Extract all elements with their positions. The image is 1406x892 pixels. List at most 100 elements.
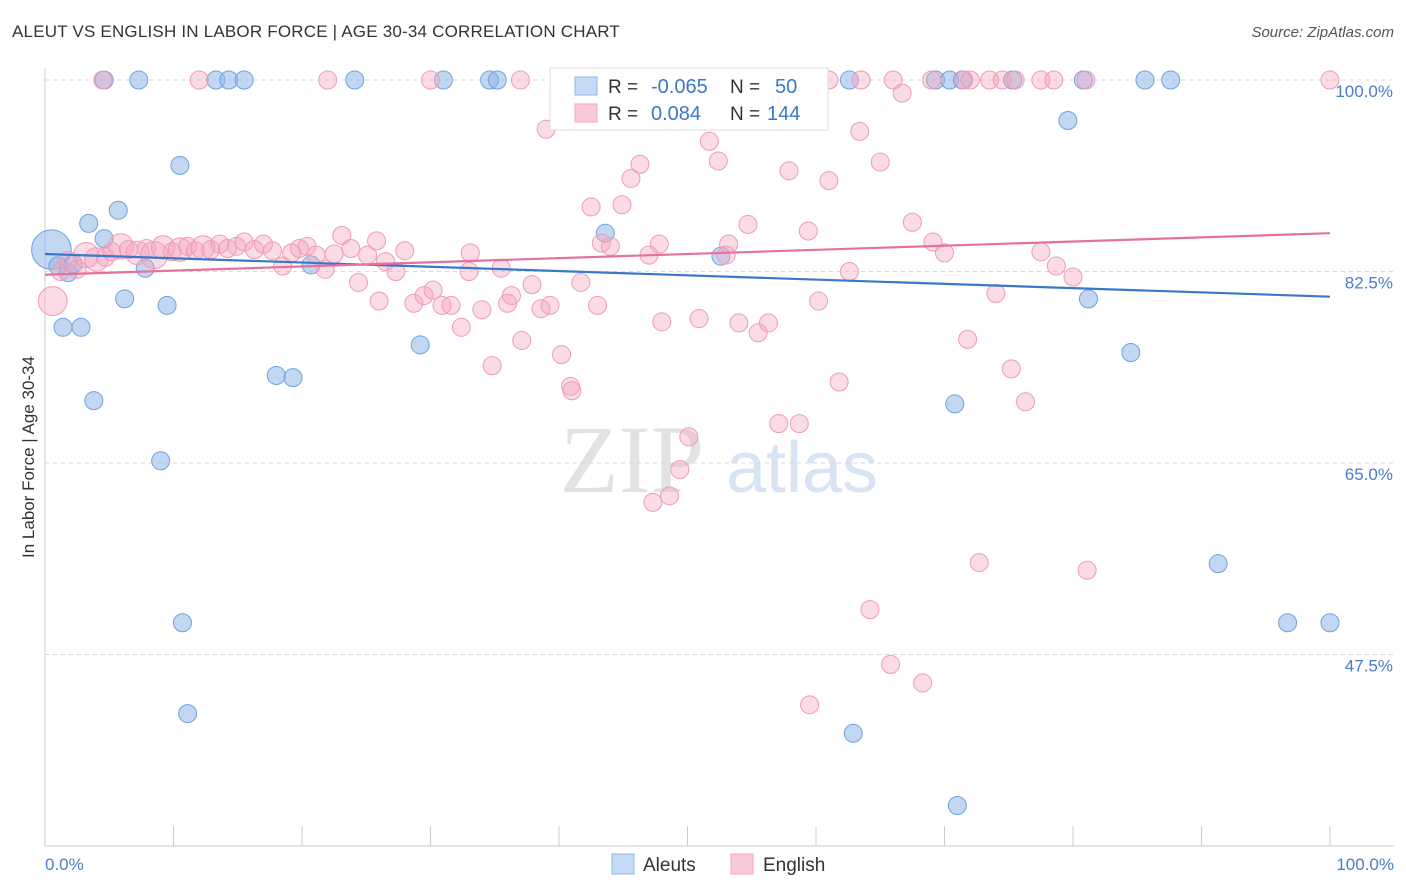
english-point-14 (162, 242, 182, 262)
english-point-110 (588, 295, 608, 315)
legend-swatch-english (574, 103, 598, 123)
english-point-79 (769, 414, 789, 434)
aleuts-point-17 (266, 365, 286, 385)
english-point-0 (37, 286, 68, 316)
english-point-77 (748, 323, 768, 343)
english-point-34 (332, 225, 352, 245)
english-point-98 (986, 283, 1006, 303)
english-point-56 (540, 295, 560, 315)
english-point-59 (571, 272, 591, 292)
english-point-35 (341, 239, 361, 259)
series-english (37, 70, 1340, 715)
english-point-68 (660, 486, 680, 506)
aleuts-point-40 (487, 70, 507, 90)
english-point-76 (738, 214, 758, 234)
english-point-1 (50, 262, 70, 281)
legend-aleuts-n-label: N = (730, 77, 760, 98)
english-point-115 (93, 70, 113, 90)
english-point-71 (689, 309, 709, 329)
trend-lines (44, 232, 1331, 298)
english-point-88 (860, 600, 880, 620)
english-point-91 (892, 83, 912, 103)
english-point-49 (472, 300, 492, 320)
aleuts-point-12 (151, 451, 171, 471)
english-point-42 (404, 293, 424, 313)
english-point-86 (839, 262, 859, 281)
english-point-60 (581, 197, 601, 217)
english-point-139 (1320, 70, 1340, 90)
aleuts-point-29 (1208, 554, 1228, 574)
aleuts-point-25 (947, 796, 967, 816)
english-point-132 (960, 70, 980, 90)
y-tick-labels: 47.5% 65.0% 82.5% 100.0% (1335, 82, 1393, 676)
aleuts-point-6 (79, 213, 99, 233)
english-point-53 (512, 330, 532, 350)
english-point-102 (1046, 256, 1066, 276)
english-point-104 (1077, 560, 1097, 580)
english-point-90 (881, 654, 901, 674)
english-point-103 (1063, 267, 1083, 287)
english-point-81 (789, 414, 809, 434)
aleuts-point-23 (843, 723, 863, 743)
english-point-46 (441, 295, 461, 315)
english-point-119 (510, 70, 530, 90)
x-tick-label-min: 0.0% (45, 855, 84, 874)
legend-english-r-value: 0.084 (651, 103, 701, 125)
legend-english-n-value: 144 (767, 103, 800, 125)
english-point-57 (552, 345, 572, 365)
english-point-128 (851, 70, 871, 90)
aleuts-point-27 (1078, 289, 1098, 309)
bottom-legend-label-aleuts: Aleuts (643, 855, 696, 876)
english-point-41 (395, 241, 415, 261)
bottom-legend-swatch-english (730, 853, 754, 875)
english-point-109 (369, 291, 389, 311)
aleuts-point-30 (1278, 613, 1298, 633)
english-point-70 (679, 427, 699, 447)
aleuts-point-37 (345, 70, 365, 90)
english-point-100 (1015, 392, 1035, 412)
bottom-legend-swatch-aleuts (611, 853, 635, 875)
y-tick-label-0: 47.5% (1345, 657, 1393, 676)
english-point-50 (482, 356, 502, 376)
english-point-80 (779, 161, 799, 181)
english-point-113 (716, 245, 736, 265)
english-point-117 (318, 70, 338, 90)
english-point-54 (522, 275, 542, 295)
english-point-73 (708, 151, 728, 171)
aleuts-point-2 (53, 317, 73, 337)
chart-title: ALEUT VS ENGLISH IN LABOR FORCE | AGE 30… (12, 22, 620, 41)
aleuts-point-49 (1161, 70, 1181, 90)
english-point-101 (1031, 242, 1051, 262)
aleuts-point-31 (1320, 613, 1340, 633)
english-point-135 (1005, 70, 1025, 90)
aleuts-point-18 (283, 368, 303, 388)
legend-aleuts-r-value: -0.065 (651, 76, 708, 98)
english-point-114 (652, 312, 672, 332)
aleuts-point-7 (84, 391, 104, 411)
x-tick-label-max: 100.0% (1336, 855, 1394, 874)
english-point-84 (819, 171, 839, 191)
legend-swatch-aleuts (574, 76, 598, 96)
english-point-63 (612, 195, 632, 215)
english-point-130 (922, 70, 942, 90)
english-point-93 (913, 673, 933, 693)
english-point-44 (423, 280, 443, 300)
x-ticks (44, 826, 1331, 846)
aleuts-point-5 (71, 317, 91, 337)
english-point-106 (643, 492, 663, 512)
legend-aleuts-n-value: 50 (775, 76, 797, 98)
legend-english-r-label: R = (608, 104, 638, 125)
english-point-99 (1001, 359, 1021, 379)
y-tick-label-1: 65.0% (1345, 465, 1393, 484)
aleuts-point-16 (178, 704, 198, 724)
english-point-118 (421, 70, 440, 90)
english-point-105 (800, 695, 820, 715)
english-point-138 (1076, 70, 1096, 90)
aleuts-point-28 (1121, 342, 1141, 362)
aleuts-point-20 (410, 335, 430, 355)
english-point-26 (262, 241, 282, 261)
bottom-legend-label-english: English (763, 855, 825, 876)
english-point-65 (630, 154, 650, 174)
english-point-78 (758, 313, 778, 333)
